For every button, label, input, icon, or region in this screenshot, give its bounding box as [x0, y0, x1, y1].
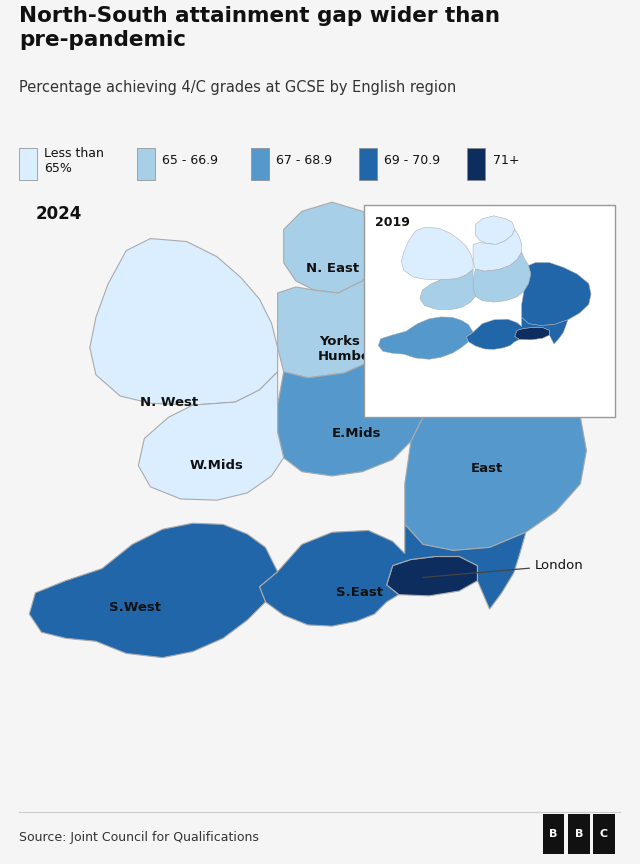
Polygon shape [378, 317, 473, 359]
Text: 71+: 71+ [493, 154, 519, 168]
Polygon shape [138, 372, 284, 500]
Text: N. West: N. West [140, 396, 198, 409]
Text: Source: Joint Council for Qualifications: Source: Joint Council for Qualifications [19, 831, 259, 844]
Text: 2024: 2024 [35, 206, 82, 223]
Polygon shape [515, 327, 549, 340]
Bar [364, 206, 615, 417]
Polygon shape [420, 270, 476, 309]
Text: B: B [575, 829, 583, 839]
Text: 69 - 70.9: 69 - 70.9 [385, 154, 440, 168]
Bar [19, 148, 37, 181]
Polygon shape [387, 556, 477, 596]
Bar [251, 148, 269, 181]
Text: S.East: S.East [336, 587, 383, 600]
Text: S.West: S.West [109, 601, 161, 614]
Polygon shape [278, 317, 429, 476]
Bar [136, 148, 154, 181]
Polygon shape [29, 524, 278, 658]
Polygon shape [473, 252, 531, 302]
Text: 65 - 66.9: 65 - 66.9 [162, 154, 218, 168]
Text: North-South attainment gap wider than
pre-pandemic: North-South attainment gap wider than pr… [19, 6, 500, 50]
Text: E.Mids: E.Mids [332, 427, 381, 440]
Text: B: B [549, 829, 557, 839]
Text: 67 - 68.9: 67 - 68.9 [276, 154, 332, 168]
Text: C: C [600, 829, 608, 839]
Polygon shape [401, 227, 473, 280]
Bar [467, 148, 485, 181]
Polygon shape [466, 317, 568, 349]
Text: N. East: N. East [305, 263, 358, 276]
Text: London: London [422, 559, 584, 577]
Text: W.Mids: W.Mids [190, 459, 244, 472]
Text: Yorks &
Humber: Yorks & Humber [317, 334, 377, 363]
Bar [543, 814, 564, 854]
Bar [568, 814, 589, 854]
Text: Less than
65%: Less than 65% [44, 147, 104, 175]
Polygon shape [284, 202, 387, 293]
Polygon shape [476, 216, 515, 245]
Polygon shape [278, 245, 404, 378]
Text: Percentage achieving 4/C grades at GCSE by English region: Percentage achieving 4/C grades at GCSE … [19, 80, 456, 95]
Polygon shape [259, 524, 526, 626]
Text: East: East [470, 462, 502, 475]
Polygon shape [90, 238, 278, 405]
Polygon shape [404, 351, 586, 550]
Bar [593, 814, 615, 854]
Polygon shape [473, 229, 522, 271]
Polygon shape [522, 263, 591, 326]
Text: 2019: 2019 [374, 216, 410, 229]
Bar [359, 148, 377, 181]
